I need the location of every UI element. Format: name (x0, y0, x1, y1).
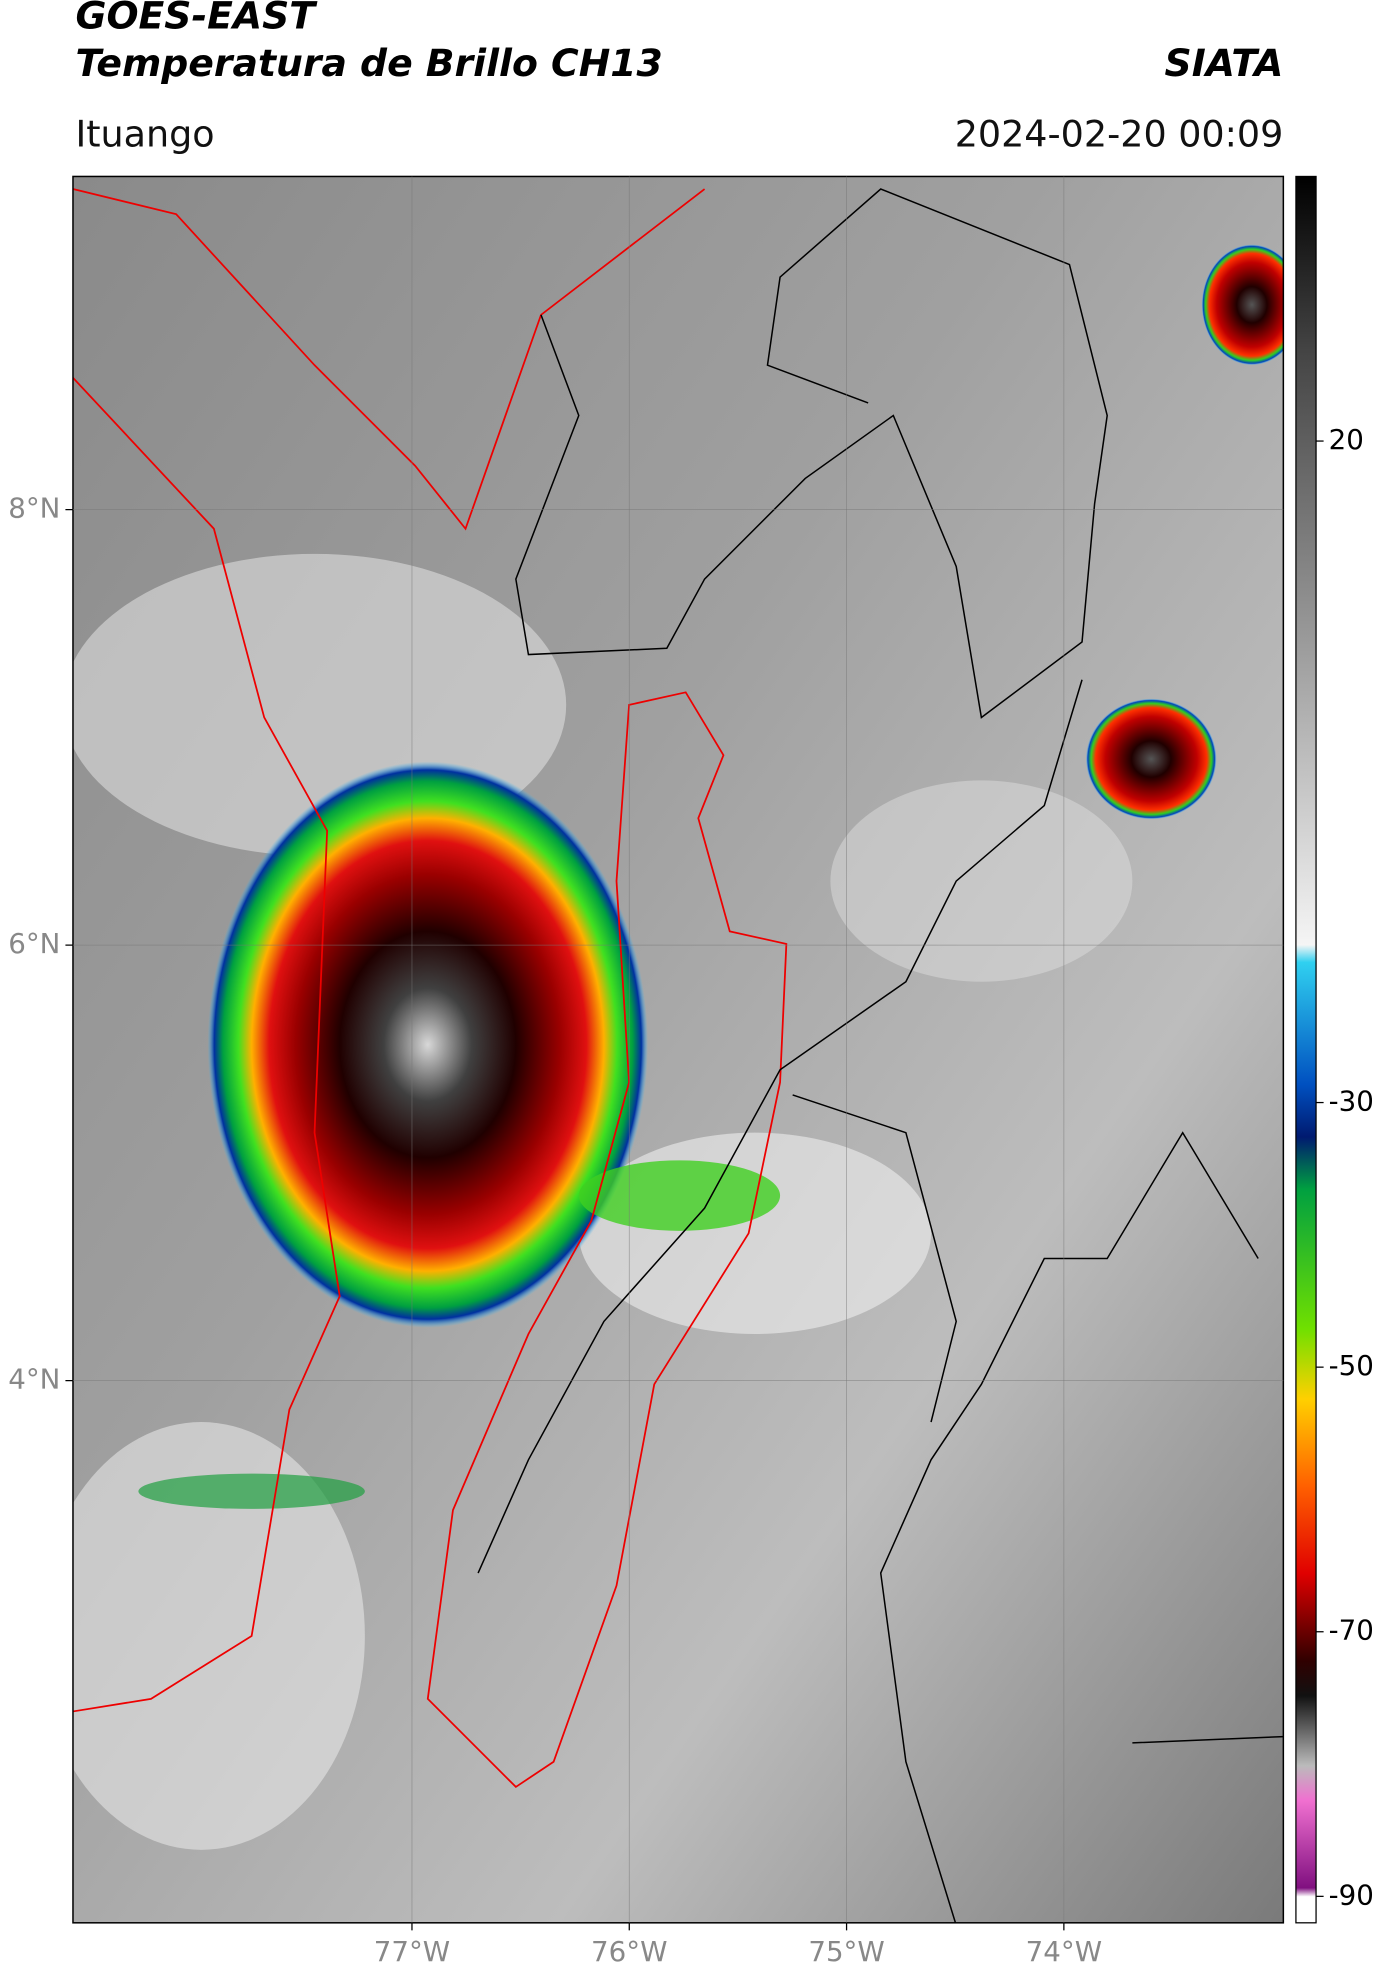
timestamp: 2024-02-20 00:09 (955, 113, 1284, 156)
storm-cell (1085, 698, 1217, 820)
y-tick-label: 4°N (8, 1363, 60, 1396)
storm-cell (1201, 244, 1284, 366)
department-border (426, 691, 788, 1789)
border (72, 188, 706, 531)
x-tick-label: 76°W (591, 1935, 667, 1968)
map-frame (72, 175, 1285, 1924)
colorbar-tick-label: 20 (1329, 423, 1364, 456)
cloud (578, 1132, 932, 1334)
colorbar (1295, 175, 1317, 1924)
cloud (830, 780, 1133, 982)
title: GOES-EAST (75, 0, 318, 37)
border (477, 679, 1284, 1923)
cloud-band (138, 1473, 365, 1509)
colorbar-tick-label: -90 (1329, 1878, 1374, 1911)
border (515, 188, 1108, 719)
y-tick-label: 8°N (8, 492, 60, 525)
x-tick-label: 75°W (808, 1935, 884, 1968)
cloud (72, 1422, 365, 1850)
subtitle: Temperatura de Brillo CH13 (75, 41, 662, 85)
source: SIATA (1165, 41, 1284, 85)
storm (207, 761, 648, 1328)
y-tick-label: 6°N (8, 927, 60, 960)
region: Ituango (75, 113, 214, 156)
x-tick-label: 74°W (1026, 1935, 1102, 1968)
x-tick-label: 77°W (374, 1935, 450, 1968)
coastline (72, 377, 341, 1713)
imagery (72, 176, 1284, 1923)
storm-tail (578, 1160, 781, 1231)
colorbar-tick-label: -30 (1329, 1085, 1374, 1118)
colorbar-tick-label: -70 (1329, 1614, 1374, 1647)
colorbar-tick-label: -50 (1329, 1349, 1374, 1382)
